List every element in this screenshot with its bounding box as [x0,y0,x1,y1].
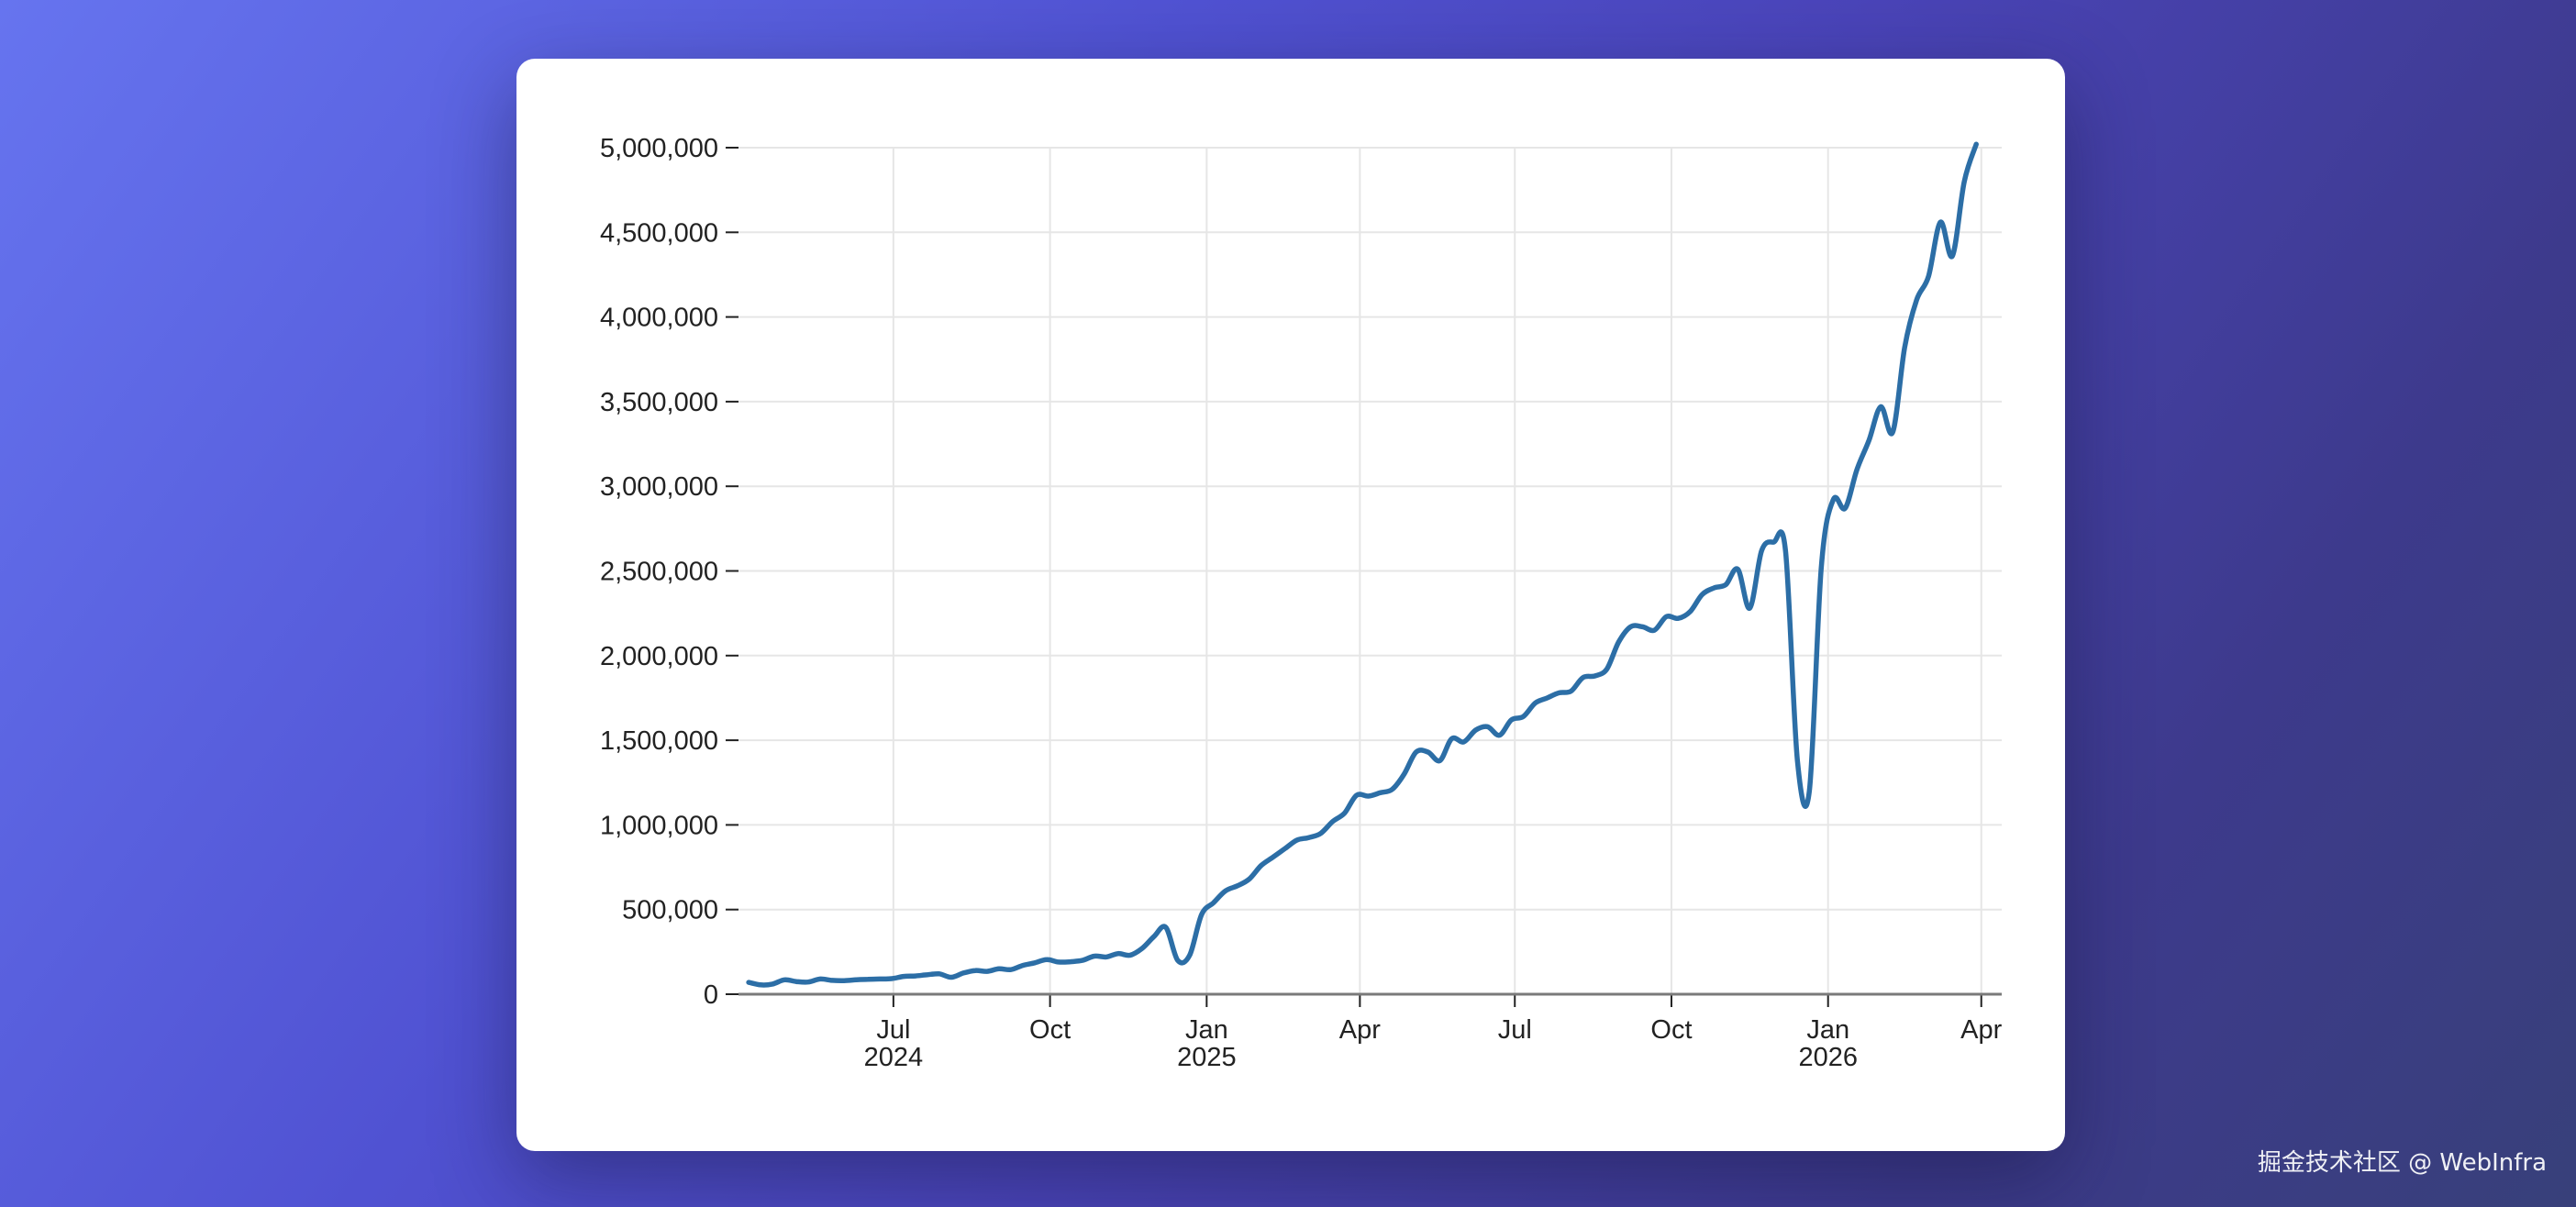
chart-card: 0 500,000 1,000,000 1,500,000 2,000,000 2,500… [516,59,2065,1151]
x-tick-label: Jul [876,1015,910,1045]
y-tick-label: 2,500,000 [600,558,718,587]
x-tick-year-label: 2024 [864,1043,924,1072]
y-tick-label: 0 [704,980,718,1010]
line-chart: 0 500,000 1,000,000 1,500,000 2,000,000 2,500… [600,134,2003,1072]
y-tick-label: 3,500,000 [600,388,718,417]
x-tick-label: Jan [1806,1015,1849,1045]
x-tick-label: Jul [1498,1015,1532,1045]
x-tick-label: Oct [1650,1015,1692,1045]
y-tick-label: 1,500,000 [600,726,718,756]
series-line [746,141,1979,988]
watermark-text: 掘金技术社区 @ WebInfra [2257,1149,2547,1177]
x-tick-label: Apr [1960,1015,2002,1045]
y-tick-label: 2,000,000 [600,642,718,671]
y-tick-label: 1,000,000 [600,811,718,840]
x-tick-year-label: 2025 [1177,1043,1237,1072]
x-tick-label: Apr [1339,1015,1381,1045]
y-axis: 0 500,000 1,000,000 1,500,000 2,000,000 2,500… [600,134,738,1010]
x-tick-label: Oct [1029,1015,1071,1045]
y-tick-label: 5,000,000 [600,134,718,163]
y-tick-label: 4,500,000 [600,218,718,248]
horizontal-gridlines [738,147,2002,911]
series-group [746,141,1979,988]
x-tick-label: Jan [1185,1015,1228,1045]
x-tick-year-label: 2026 [1798,1043,1858,1072]
y-tick-label: 4,000,000 [600,304,718,333]
y-tick-label: 3,000,000 [600,472,718,502]
y-tick-label: 500,000 [622,896,718,925]
